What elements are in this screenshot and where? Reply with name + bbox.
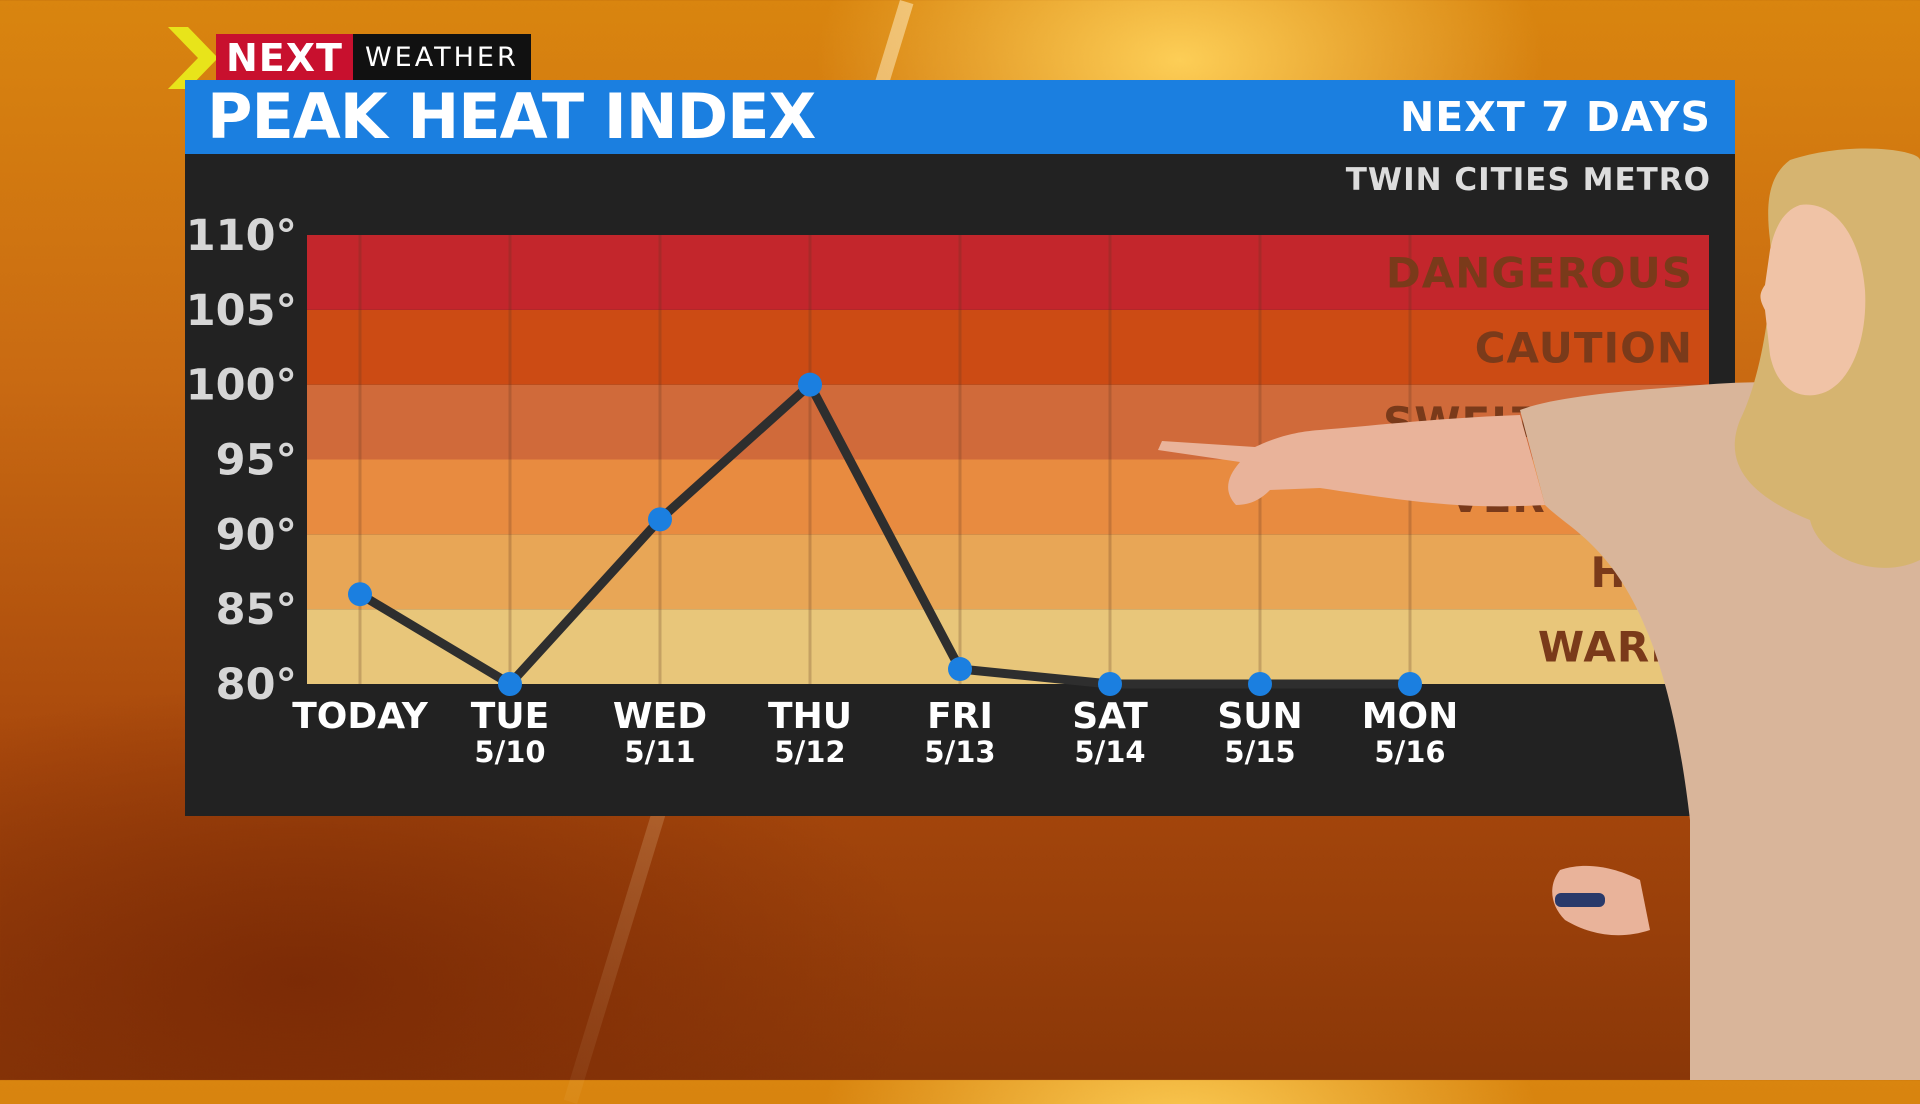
header-bar: PEAK HEAT INDEX NEXT 7 DAYS [185,80,1735,154]
next-weather-logo: NEXT WEATHER [166,27,531,89]
band-caution [307,309,1709,385]
y-tick-label: 90° [216,510,297,560]
band-label: HOT [1590,548,1693,597]
data-point [1098,672,1122,696]
x-day-label: SAT [1072,696,1148,737]
logo-weather-text: WEATHER [352,34,531,82]
data-point [798,372,822,397]
band-hot [307,534,1709,610]
x-day-label: MON [1362,696,1459,737]
x-date-label: 5/13 [924,735,995,769]
x-date-label: 5/12 [774,735,845,769]
x-day-label: WED [613,696,707,737]
forecast-period: NEXT 7 DAYS [1399,93,1711,141]
x-day-label: SUN [1217,696,1302,737]
band-label: DANGEROUS [1386,248,1693,297]
x-date-label: 5/10 [474,735,545,769]
logo-next-text: NEXT [216,34,353,82]
band-label: VERY HOT [1449,473,1693,522]
heat-index-chart: WARM HOT VERY HOT SWELTERING CAUTION DANGEROU… [186,211,1709,769]
data-point [1398,672,1422,696]
data-point [348,582,372,607]
graphic-panel: PEAK HEAT INDEX NEXT 7 DAYS TWIN CITIES … [185,80,1735,816]
band-dangerous [307,235,1709,310]
x-day-label: TODAY [292,696,428,737]
chevron-logo-icon [168,27,218,89]
band-label: WARM [1538,623,1693,672]
data-point [498,672,522,696]
y-tick-label: 85° [216,585,297,635]
data-point [1248,672,1272,696]
band-label: SWELTERING [1383,398,1693,447]
region-label: TWIN CITIES METRO [1345,162,1711,198]
data-point [648,507,672,532]
y-tick-label: 80° [216,660,297,710]
data-point [948,657,972,682]
y-tick-label: 105° [186,286,297,336]
x-date-label: 5/14 [1074,735,1145,769]
chart-title: PEAK HEAT INDEX [207,80,816,153]
x-date-label: 5/15 [1224,735,1295,769]
band-label: CAUTION [1475,323,1693,372]
y-tick-label: 95° [216,436,297,486]
x-day-label: TUE [471,696,549,737]
x-date-label: 5/16 [1374,735,1445,769]
y-tick-label: 110° [186,211,297,261]
x-day-label: FRI [927,696,993,737]
y-tick-label: 100° [186,361,297,411]
series-line [355,380,1415,689]
x-day-label: THU [768,696,852,737]
x-date-label: 5/11 [624,735,695,769]
